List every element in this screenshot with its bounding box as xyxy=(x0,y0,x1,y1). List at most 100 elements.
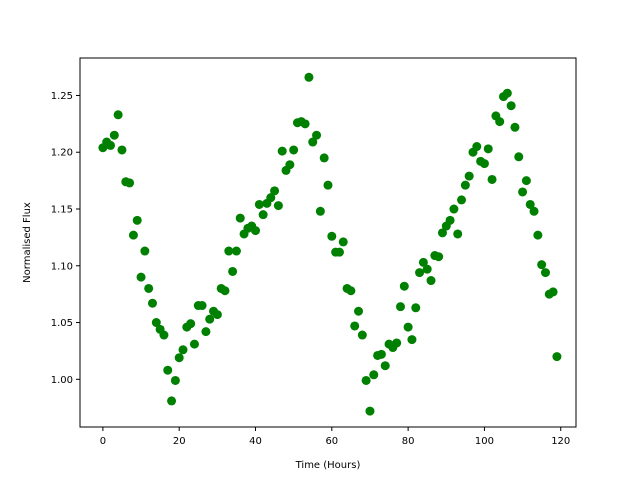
data-point xyxy=(220,286,230,296)
data-point xyxy=(514,152,524,162)
x-tick-label: 100 xyxy=(475,436,494,447)
data-point xyxy=(254,199,264,209)
data-point xyxy=(224,246,234,256)
data-point xyxy=(323,180,333,190)
data-point xyxy=(479,159,489,169)
data-point xyxy=(483,144,493,154)
data-point xyxy=(308,137,318,147)
data-point xyxy=(540,268,550,278)
y-axis-ticks: 1.00 1.05 1.10 1.15 1.20 1.25 xyxy=(51,91,80,386)
y-tick-label: 1.10 xyxy=(51,261,73,272)
data-point xyxy=(170,375,180,385)
y-tick-label: 1.00 xyxy=(51,375,73,386)
data-point xyxy=(365,406,375,416)
data-point xyxy=(376,349,386,359)
data-point xyxy=(128,230,138,240)
data-point xyxy=(109,130,119,140)
data-point xyxy=(231,246,241,256)
data-point xyxy=(437,228,447,238)
data-point xyxy=(411,303,421,313)
data-point xyxy=(521,176,531,186)
data-point xyxy=(167,396,177,406)
data-point xyxy=(403,322,413,332)
x-tick-label: 0 xyxy=(100,436,106,447)
data-point xyxy=(235,213,245,223)
data-point xyxy=(361,375,371,385)
data-point xyxy=(487,174,497,184)
data-point xyxy=(212,310,222,320)
data-point xyxy=(113,110,123,120)
data-point xyxy=(140,246,150,256)
data-point xyxy=(453,229,463,239)
data-point xyxy=(407,335,417,345)
data-point xyxy=(537,260,547,270)
data-point xyxy=(270,186,280,196)
data-point xyxy=(289,145,299,155)
x-tick-label: 40 xyxy=(249,436,262,447)
data-point xyxy=(495,117,505,127)
data-point xyxy=(418,257,428,267)
data-point xyxy=(525,199,535,209)
data-point xyxy=(506,101,516,111)
data-point xyxy=(518,187,528,197)
plot-area xyxy=(80,58,576,427)
data-point xyxy=(163,365,173,375)
data-point xyxy=(369,370,379,380)
data-point xyxy=(312,130,322,140)
data-point xyxy=(380,361,390,371)
data-point xyxy=(285,160,295,170)
data-point xyxy=(144,283,154,293)
data-point xyxy=(258,210,268,220)
data-point xyxy=(338,237,348,247)
y-tick-label: 1.25 xyxy=(51,91,73,102)
x-tick-label: 80 xyxy=(402,436,415,447)
data-point xyxy=(502,88,512,98)
data-point xyxy=(472,142,482,152)
y-axis-label: Normalised Flux xyxy=(22,202,33,283)
data-point xyxy=(273,201,283,211)
data-point xyxy=(334,247,344,257)
data-point xyxy=(136,272,146,282)
data-point xyxy=(300,119,310,129)
data-point xyxy=(346,286,356,296)
data-point xyxy=(201,327,211,337)
data-point xyxy=(266,193,276,203)
data-point xyxy=(106,140,116,150)
data-point xyxy=(197,301,207,311)
data-points xyxy=(98,72,562,416)
data-point xyxy=(426,276,436,286)
data-point xyxy=(533,230,543,240)
data-point xyxy=(552,352,562,362)
data-point xyxy=(186,319,196,329)
x-tick-label: 120 xyxy=(551,436,570,447)
data-point xyxy=(548,287,558,297)
data-point xyxy=(354,306,364,316)
data-point xyxy=(178,345,188,355)
plot-frame xyxy=(79,57,577,428)
data-point xyxy=(132,215,142,225)
x-axis-ticks: 0 20 40 60 80 100 120 xyxy=(100,427,570,447)
data-point xyxy=(315,206,325,216)
data-point xyxy=(357,330,367,340)
y-tick-label: 1.05 xyxy=(51,318,73,329)
data-point xyxy=(228,266,238,276)
data-point xyxy=(422,264,432,274)
x-tick-label: 20 xyxy=(173,436,186,447)
x-tick-label: 60 xyxy=(325,436,338,447)
y-tick-label: 1.20 xyxy=(51,148,73,159)
data-point xyxy=(460,180,470,190)
x-axis-label: Time (Hours) xyxy=(295,460,361,471)
data-point xyxy=(205,314,215,324)
data-point xyxy=(189,339,199,349)
data-point xyxy=(434,252,444,262)
data-point xyxy=(125,178,135,188)
data-point xyxy=(327,231,337,241)
data-point xyxy=(159,330,169,340)
data-point xyxy=(117,145,127,155)
data-point xyxy=(449,204,459,214)
y-tick-label: 1.15 xyxy=(51,205,73,216)
data-point xyxy=(510,122,520,132)
data-point xyxy=(415,268,425,278)
data-point xyxy=(151,318,161,328)
